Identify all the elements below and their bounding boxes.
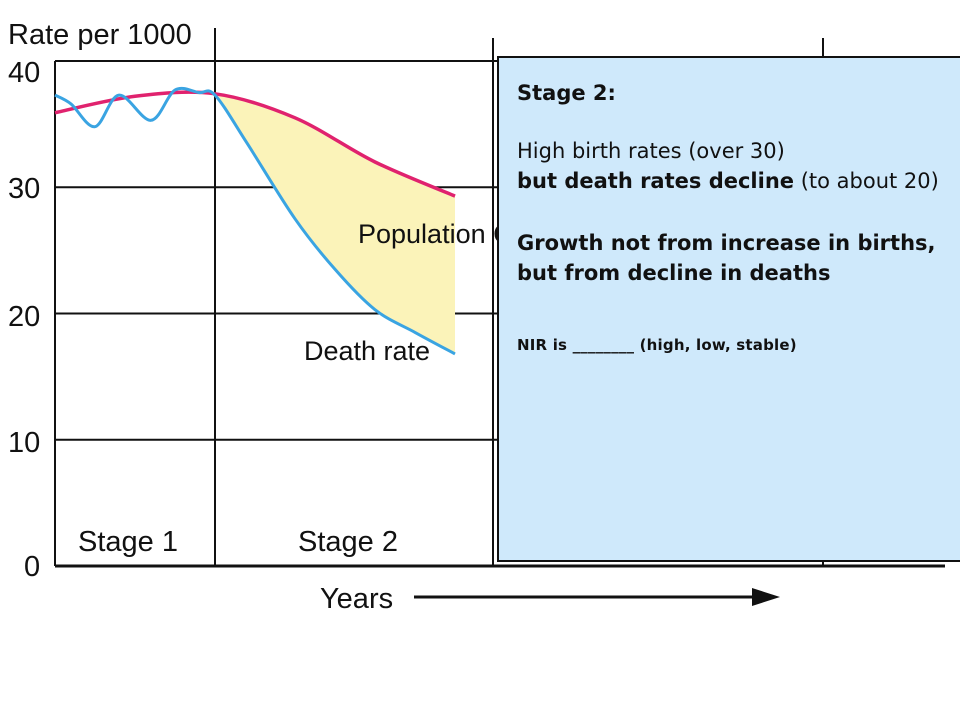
x-axis-label: Years: [320, 583, 393, 615]
y-tick-label: 10: [8, 427, 40, 459]
panel-death-line: but death rates decline (to about 20): [517, 166, 944, 196]
y-tick-label: 0: [24, 551, 40, 583]
death-rate-line: [54, 86, 456, 356]
stage-1-label: Stage 1: [78, 526, 178, 558]
death-rate-label: Death rate: [304, 336, 430, 366]
time-arrow: [414, 588, 780, 606]
panel-nir-prompt: NIR is ________ (high, low, stable): [517, 336, 797, 354]
y-tick-labels: 40 30 20 10 0: [8, 57, 40, 583]
y-tick-label: 20: [8, 301, 40, 333]
stage-2-label: Stage 2: [298, 526, 398, 558]
y-axis-title: Rate per 1000: [8, 19, 192, 51]
stage-2-info-panel: Stage 2: High birth rates (over 30) but …: [497, 56, 960, 562]
population-growth-area: [215, 93, 455, 354]
panel-birth-line: High birth rates (over 30): [517, 139, 785, 163]
y-tick-label: 40: [8, 57, 40, 89]
y-tick-label: 30: [8, 173, 40, 205]
panel-death-rest: (to about 20): [794, 169, 939, 193]
panel-death-bold: but death rates decline: [517, 169, 795, 193]
panel-heading: Stage 2:: [517, 81, 616, 105]
panel-growth-text: Growth not from increase in births, but …: [517, 231, 936, 285]
